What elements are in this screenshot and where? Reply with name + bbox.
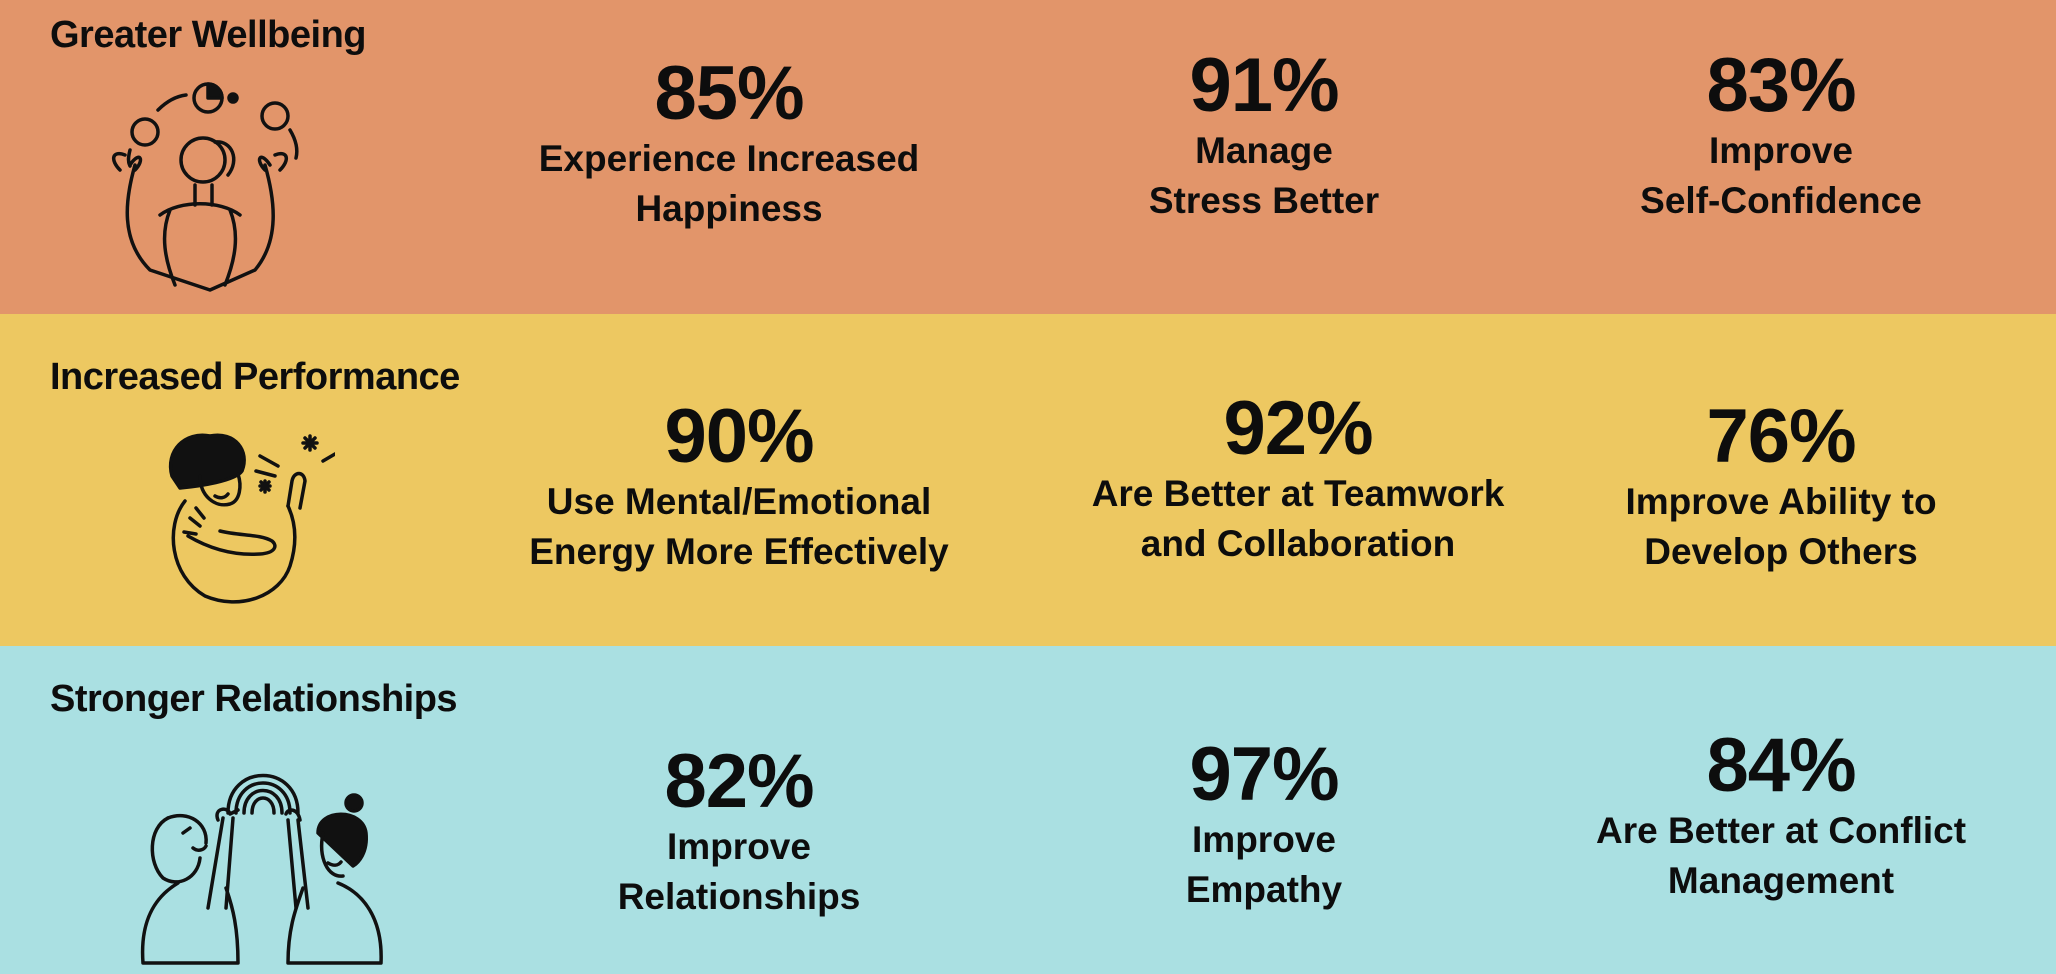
section-increased-performance: Increased Performance 90% Use Mental/Emo… bbox=[0, 314, 2056, 646]
stat-card: 82% Improve Relationships bbox=[479, 742, 999, 922]
stat-label: Improve Ability to Develop Others bbox=[1625, 481, 1937, 572]
stat-percent: 84% bbox=[1706, 723, 1856, 808]
two-people-rainbow-icon bbox=[138, 748, 388, 968]
stat-card: 92% Are Better at Teamwork and Collabora… bbox=[1038, 389, 1558, 569]
stat-percent: 97% bbox=[1189, 732, 1339, 817]
stat-percent: 91% bbox=[1189, 43, 1339, 128]
stat-label: Are Better at Teamwork and Collaboration bbox=[1091, 473, 1505, 564]
section-title: Greater Wellbeing bbox=[50, 14, 367, 56]
stat-percent: 92% bbox=[1223, 386, 1373, 471]
section-stronger-relationships: Stronger Relationships 82% Impr bbox=[0, 646, 2056, 974]
stat-label: Experience Increased Happiness bbox=[538, 138, 920, 229]
stat-card: 85% Experience Increased Happiness bbox=[469, 54, 989, 234]
stat-card: 76% Improve Ability to Develop Others bbox=[1521, 397, 2041, 577]
section-title: Increased Performance bbox=[50, 356, 460, 398]
stat-label: Are Better at Conflict Management bbox=[1595, 810, 1967, 901]
stat-card: 97% Improve Empathy bbox=[1004, 735, 1524, 915]
stat-card: 84% Are Better at Conflict Management bbox=[1521, 726, 2041, 906]
stat-label: Improve Self-Confidence bbox=[1640, 130, 1922, 221]
stat-percent: 85% bbox=[654, 51, 804, 136]
stat-card: 83% Improve Self-Confidence bbox=[1521, 46, 2041, 226]
section-title: Stronger Relationships bbox=[50, 678, 458, 720]
self-hug-person-icon bbox=[160, 426, 335, 616]
stat-label: Use Mental/Emotional Energy More Effecti… bbox=[529, 481, 949, 572]
stat-label: Improve Empathy bbox=[1185, 819, 1343, 910]
stat-label: Manage Stress Better bbox=[1148, 130, 1380, 221]
section-greater-wellbeing: Greater Wellbeing 85% bbox=[0, 0, 2056, 314]
stat-percent: 82% bbox=[664, 739, 814, 824]
stat-card: 91% Manage Stress Better bbox=[1004, 46, 1524, 226]
stat-percent: 90% bbox=[664, 394, 814, 479]
stat-percent: 83% bbox=[1706, 43, 1856, 128]
juggling-person-icon bbox=[100, 70, 350, 295]
stat-card: 90% Use Mental/Emotional Energy More Eff… bbox=[479, 397, 999, 577]
stat-percent: 76% bbox=[1706, 394, 1856, 479]
stat-label: Improve Relationships bbox=[617, 826, 861, 917]
